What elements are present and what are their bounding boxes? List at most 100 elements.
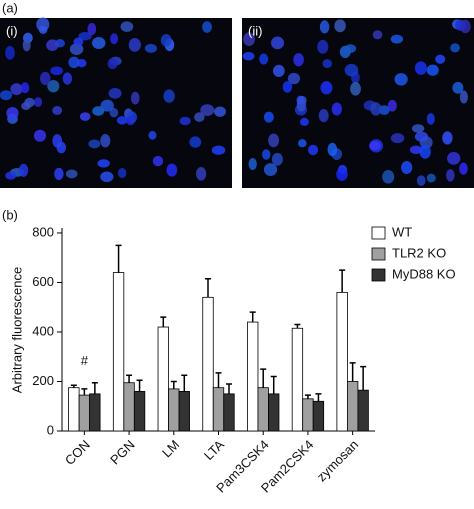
nucleus (0, 90, 13, 101)
nucleus (100, 99, 114, 112)
panel-label: (b) (2, 207, 18, 222)
y-tick-label: 400 (32, 323, 54, 338)
nucleus (100, 133, 111, 148)
nucleus (242, 51, 255, 61)
nucleus (120, 21, 134, 32)
bar (268, 393, 280, 432)
nucleus (447, 151, 461, 165)
nucleus (214, 106, 226, 117)
bar (336, 291, 348, 432)
bar (223, 393, 235, 432)
legend-label: WT (392, 224, 412, 239)
nucleus (394, 73, 408, 86)
nucleus (317, 39, 329, 54)
nucleus (401, 161, 413, 175)
nucleus (322, 59, 332, 69)
nucleus (450, 43, 460, 53)
nucleus (87, 22, 97, 36)
nucleus (73, 37, 84, 47)
nucleus (370, 102, 382, 116)
bar (89, 393, 101, 432)
bar (157, 326, 169, 432)
error-bar (181, 374, 188, 392)
error-bar (81, 388, 88, 396)
nucleus (390, 133, 405, 144)
x-tick-label: PGN (107, 437, 138, 468)
y-tick-label: 800 (32, 224, 54, 239)
nucleus (21, 102, 31, 111)
bar (202, 296, 214, 432)
nucleus (88, 139, 101, 149)
bar (168, 388, 180, 432)
nucleus (298, 139, 307, 148)
error-bar (160, 316, 167, 328)
bar (212, 387, 225, 432)
y-tick-label: 600 (32, 274, 54, 289)
nucleus (446, 169, 455, 182)
nucleus (117, 167, 127, 179)
panel-label: (a) (2, 0, 18, 15)
legend-swatch (371, 226, 386, 240)
nucleus (426, 113, 435, 125)
nucleus (382, 170, 395, 184)
nucleus (116, 116, 128, 125)
nucleus (435, 54, 446, 64)
error-bar (294, 323, 301, 329)
bar (68, 387, 80, 432)
nucleus (166, 163, 178, 177)
nucleus (350, 81, 361, 96)
nucleus (426, 64, 439, 76)
error-bar (91, 381, 98, 394)
nucleus (459, 90, 468, 104)
nucleus (163, 89, 175, 103)
nucleus (68, 56, 80, 69)
bar (346, 381, 359, 432)
y-tick-label: 200 (32, 373, 54, 388)
nucleus (179, 116, 191, 126)
nucleus (79, 112, 91, 121)
nucleus (100, 171, 114, 183)
nucleus (459, 162, 468, 175)
nucleus (77, 59, 87, 68)
nucleus (92, 37, 106, 49)
nucleus (320, 81, 333, 95)
nucleus (287, 72, 301, 85)
nucleus (318, 109, 329, 123)
error-bar (360, 365, 367, 391)
nucleus (452, 81, 464, 94)
nucleus (130, 91, 140, 105)
nucleus (409, 145, 423, 155)
error-bar (115, 244, 122, 273)
nucleus (69, 43, 84, 56)
nucleus (97, 159, 110, 168)
nucleus (414, 61, 427, 75)
nucleus (78, 31, 92, 41)
nucleus (293, 53, 304, 67)
error-bar (249, 311, 256, 323)
nucleus (372, 30, 383, 40)
nucleus (5, 45, 15, 60)
nucleus (459, 19, 471, 34)
nucleus (52, 105, 63, 115)
nucleus (271, 152, 283, 166)
nucleus (270, 36, 285, 50)
nucleus (126, 115, 135, 126)
nucleus (200, 104, 215, 117)
nucleus (202, 21, 212, 33)
legend-swatch (371, 247, 386, 261)
nucleus (344, 44, 357, 53)
nucleus (248, 158, 257, 171)
legend-label: MyD88 KO (392, 266, 456, 281)
nucleus (47, 79, 60, 93)
nucleus (65, 169, 78, 179)
annotation: # (81, 353, 89, 368)
nucleus (54, 167, 64, 181)
error-bar (205, 278, 211, 298)
nucleus (108, 87, 122, 99)
nucleus (54, 39, 65, 48)
nucleus (369, 141, 381, 151)
nucleus (128, 37, 141, 52)
nucleus (22, 38, 31, 52)
nucleus (109, 107, 119, 118)
